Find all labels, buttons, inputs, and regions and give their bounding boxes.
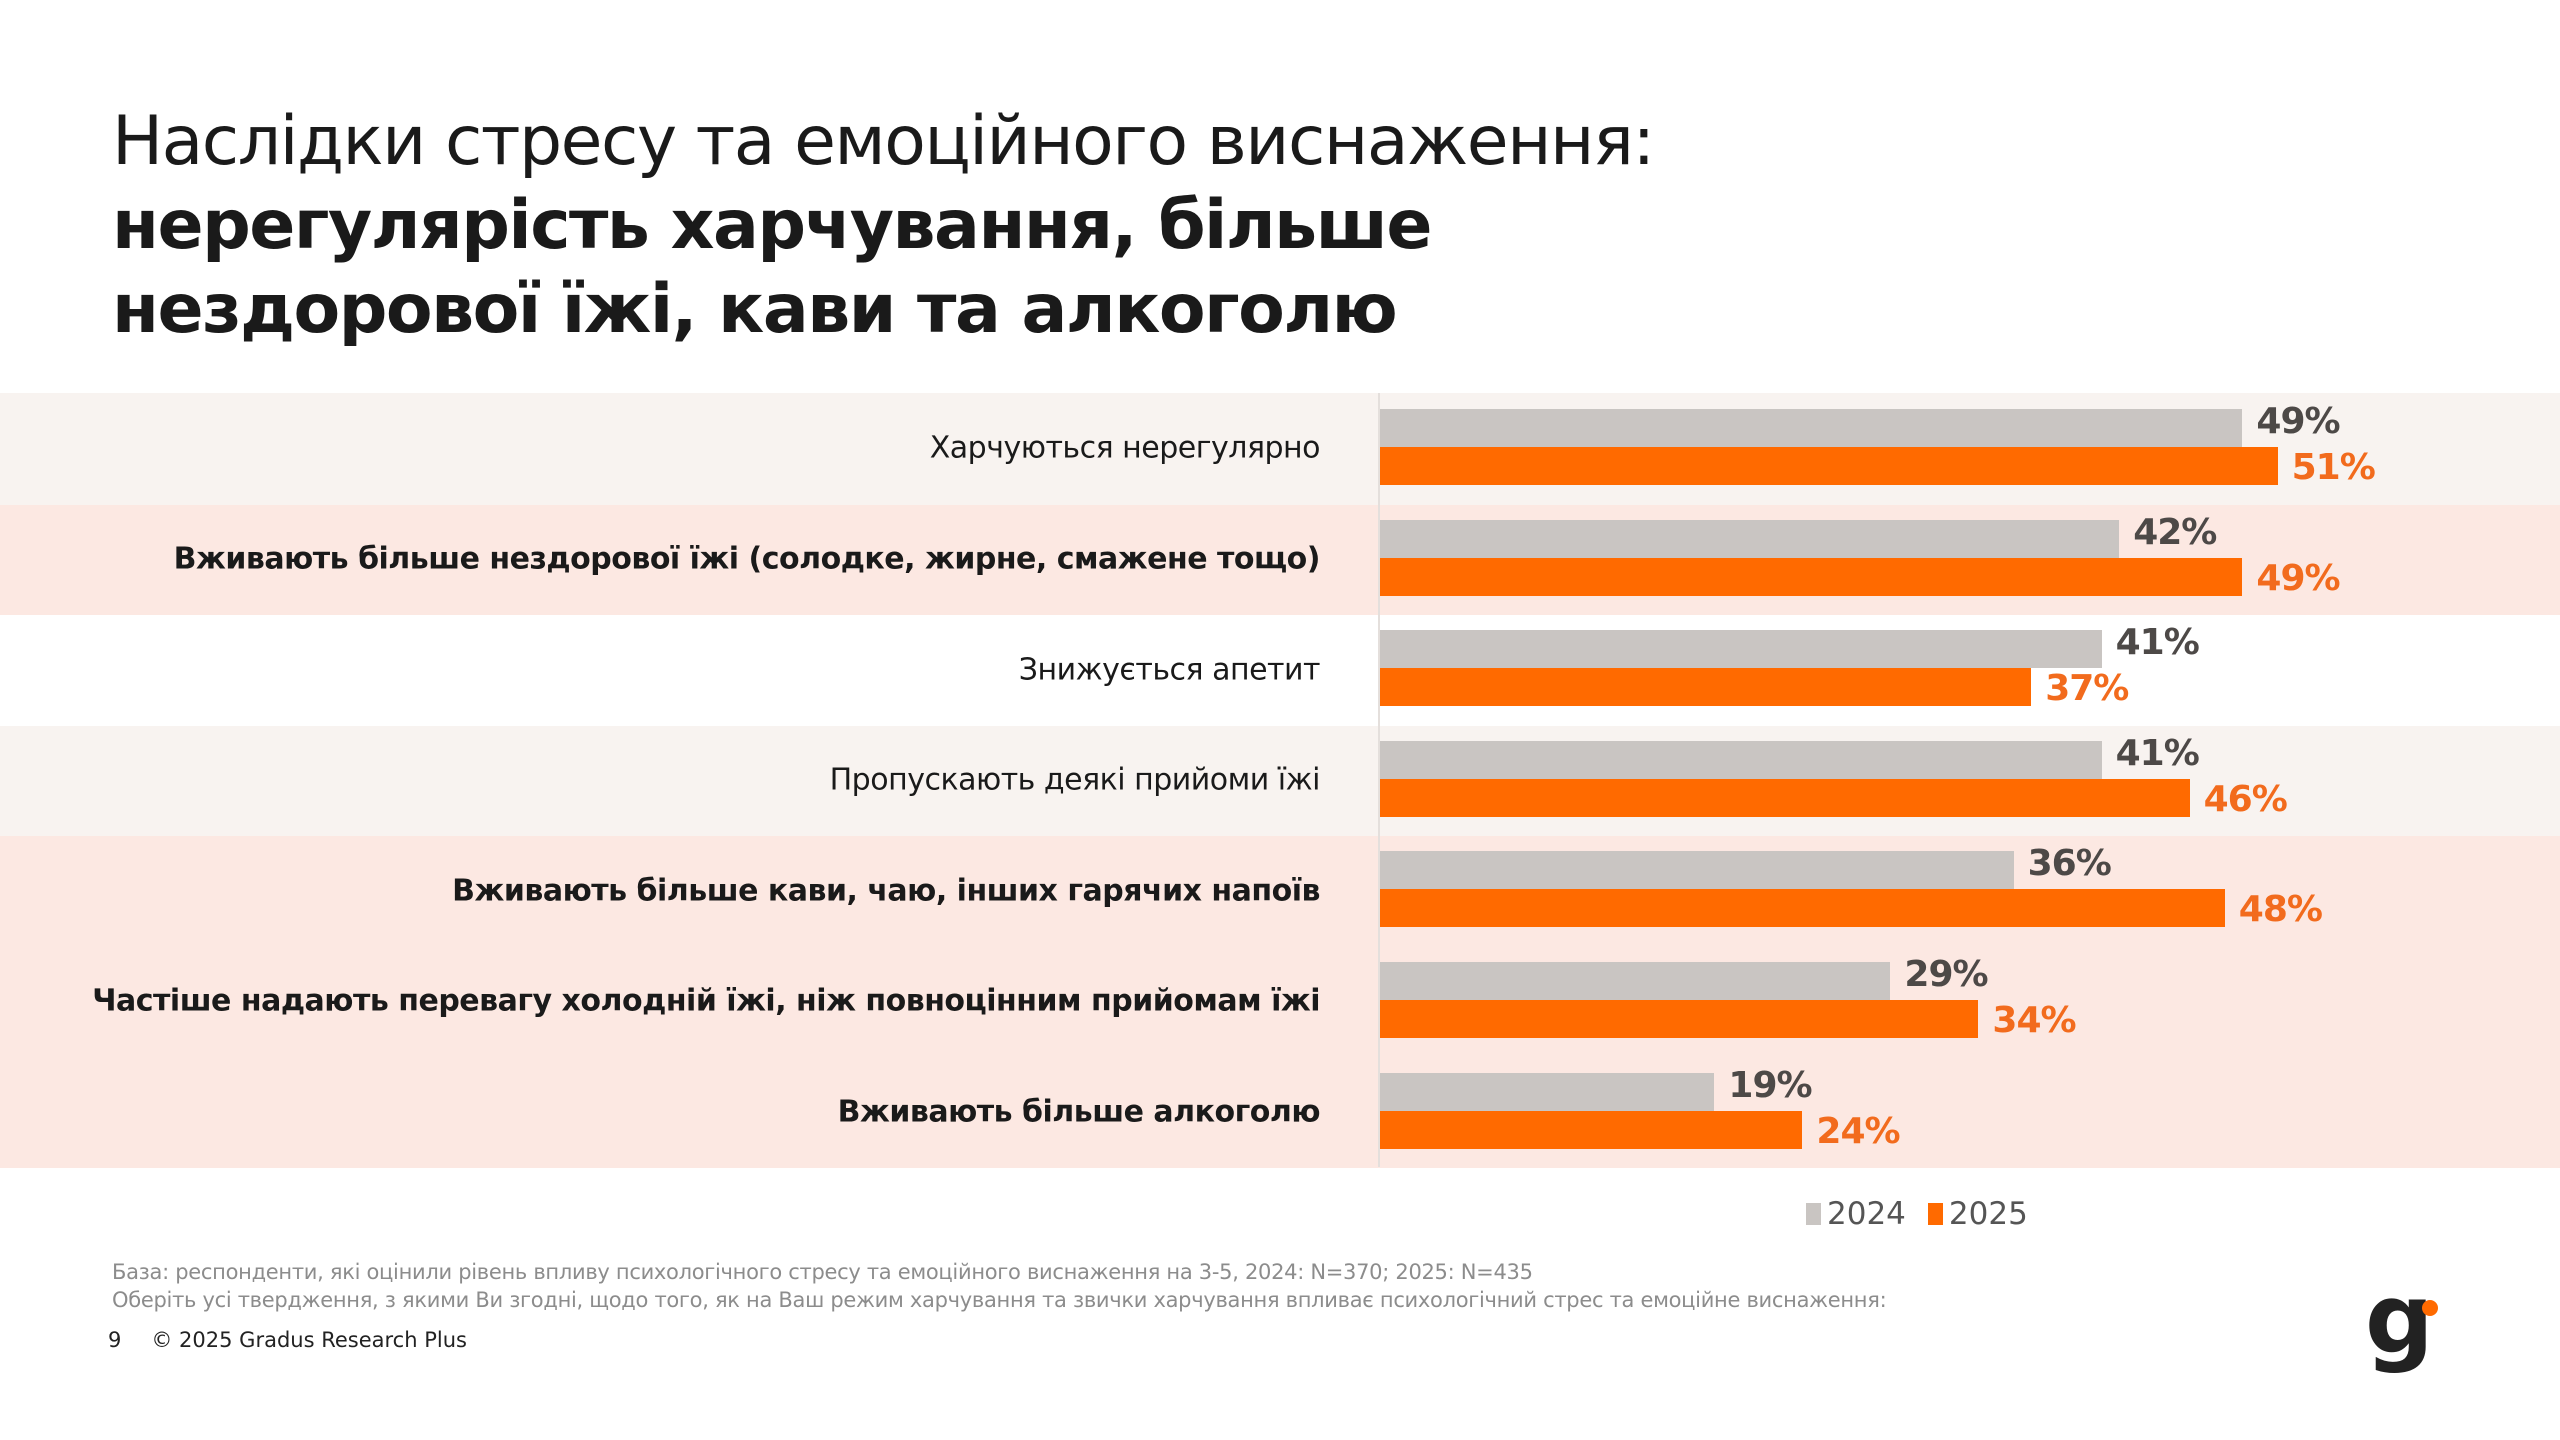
category-label: Вживають більше кави, чаю, інших гарячих… — [452, 873, 1320, 909]
value-label-2025: 49% — [2256, 557, 2340, 599]
bar-2025 — [1380, 668, 2032, 707]
gradus-logo: g — [2360, 1263, 2450, 1385]
legend-label-2025: 2025 — [1948, 1196, 2028, 1232]
row-band — [0, 946, 2560, 1058]
value-label-2024: 36% — [2027, 843, 2112, 885]
chart-legend: 2024 2025 — [1806, 1196, 2028, 1232]
category-label: Знижується апетит — [1018, 652, 1321, 687]
value-label-2025: 48% — [2238, 889, 2323, 931]
bar-2025 — [1380, 447, 2278, 485]
bar-2024 — [1380, 519, 2120, 558]
value-label-2025: 51% — [2291, 447, 2376, 488]
bar-2024 — [1380, 1072, 1715, 1111]
bar-2024 — [1380, 409, 2243, 447]
category-label: Вживають більше нездорової їжі (солодке,… — [173, 541, 1321, 577]
title-line-1: Наслідки стресу та емоційного виснаження… — [112, 102, 1655, 181]
legend-swatch-2025 — [1927, 1203, 1943, 1225]
base-note: База: респонденти, які оцінили рівень вп… — [112, 1260, 1533, 1284]
value-label-2024: 49% — [2256, 401, 2340, 442]
bar-2025 — [1380, 1110, 1803, 1149]
value-label-2024: 29% — [1904, 954, 1988, 995]
bar-2025 — [1380, 889, 2225, 928]
value-label-2025: 24% — [1816, 1110, 1900, 1152]
value-label-2024: 42% — [2133, 511, 2217, 553]
value-label-2025: 34% — [1992, 1000, 2076, 1041]
bar-2024 — [1380, 851, 2014, 890]
legend-item-2024: 2024 — [1806, 1196, 1906, 1232]
legend-label-2024: 2024 — [1827, 1196, 1906, 1232]
category-label: Харчуються нерегулярно — [929, 430, 1321, 466]
bar-chart: Харчуються нерегулярно 49% 51% Вживають біл… — [0, 393, 2560, 1169]
category-label: Пропускають деякі прийоми їжі — [829, 762, 1321, 798]
value-label-2025: 46% — [2203, 778, 2288, 820]
value-label-2025: 37% — [2045, 668, 2129, 710]
title-line-2: нерегулярість харчування, більше — [112, 186, 1433, 265]
bar-2024 — [1380, 740, 2102, 779]
chart-axis-line — [1378, 393, 1380, 1167]
bar-2024 — [1380, 630, 2102, 669]
category-label: Вживають більше алкоголю — [837, 1094, 1321, 1130]
copyright: © 2025 Gradus Research Plus — [151, 1328, 467, 1352]
value-label-2024: 41% — [2115, 732, 2200, 774]
slide-title: Наслідки стресу та емоційного виснаження… — [112, 100, 1655, 352]
category-label: Частіше надають перевагу холодній їжі, н… — [92, 983, 1320, 1019]
bar-2025 — [1380, 557, 2243, 596]
title-line-3: нездорової їжі, кави та алкоголю — [112, 270, 1398, 349]
bar-2024 — [1380, 962, 1891, 1000]
footer: 9 © 2025 Gradus Research Plus — [108, 1328, 467, 1352]
bar-2025 — [1380, 778, 2190, 817]
question-note: Оберіть усі твердження, з якими Ви згодн… — [112, 1288, 1887, 1312]
legend-swatch-2024 — [1806, 1203, 1821, 1225]
page-number: 9 — [108, 1328, 122, 1352]
svg-text:g: g — [2365, 1290, 2434, 1375]
row-band — [0, 614, 2560, 726]
value-label-2024: 19% — [1728, 1064, 1812, 1106]
legend-item-2025: 2025 — [1927, 1196, 2028, 1232]
row-band — [0, 1056, 2560, 1169]
bar-2025 — [1380, 1000, 1979, 1038]
value-label-2024: 41% — [2115, 622, 2200, 664]
